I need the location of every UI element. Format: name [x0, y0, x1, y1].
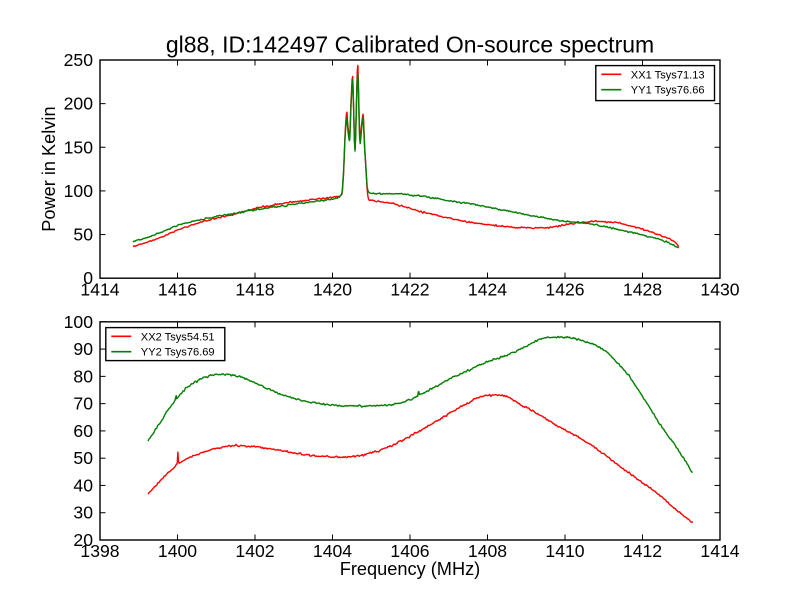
svg-text:1414: 1414 — [700, 541, 739, 561]
svg-text:1422: 1422 — [390, 279, 429, 299]
svg-text:90: 90 — [73, 339, 93, 359]
svg-text:30: 30 — [73, 503, 93, 523]
svg-text:0: 0 — [83, 268, 93, 288]
svg-text:60: 60 — [73, 421, 93, 441]
svg-text:1416: 1416 — [158, 279, 197, 299]
svg-text:100: 100 — [64, 312, 94, 332]
svg-text:70: 70 — [73, 394, 93, 414]
svg-text:gl88, ID:142497 Calibrated On-: gl88, ID:142497 Calibrated On-source spe… — [166, 32, 654, 58]
svg-text:1398: 1398 — [80, 541, 119, 561]
svg-text:YY2 Tsys76.69: YY2 Tsys76.69 — [141, 347, 215, 359]
svg-text:1426: 1426 — [545, 279, 584, 299]
svg-text:250: 250 — [64, 50, 94, 70]
svg-text:1410: 1410 — [545, 541, 584, 561]
svg-text:150: 150 — [64, 137, 94, 157]
svg-text:1418: 1418 — [235, 279, 274, 299]
svg-text:1424: 1424 — [468, 279, 507, 299]
svg-text:YY1 Tsys76.66: YY1 Tsys76.66 — [631, 85, 705, 97]
svg-text:1404: 1404 — [313, 541, 352, 561]
svg-text:1408: 1408 — [468, 541, 507, 561]
svg-text:1428: 1428 — [623, 279, 662, 299]
svg-text:40: 40 — [73, 476, 93, 496]
svg-text:50: 50 — [73, 448, 93, 468]
svg-text:1402: 1402 — [235, 541, 274, 561]
svg-text:XX1 Tsys71.13: XX1 Tsys71.13 — [631, 69, 705, 81]
svg-text:1414: 1414 — [80, 279, 119, 299]
svg-text:Power in Kelvin: Power in Kelvin — [39, 106, 59, 231]
svg-text:50: 50 — [73, 225, 93, 245]
svg-text:Frequency (MHz): Frequency (MHz) — [340, 559, 480, 579]
svg-text:1420: 1420 — [313, 279, 352, 299]
svg-text:1406: 1406 — [390, 541, 429, 561]
svg-text:1400: 1400 — [158, 541, 197, 561]
svg-text:100: 100 — [64, 181, 94, 201]
svg-text:XX2 Tsys54.51: XX2 Tsys54.51 — [141, 331, 215, 343]
svg-text:1430: 1430 — [700, 279, 739, 299]
svg-text:1412: 1412 — [623, 541, 662, 561]
svg-text:200: 200 — [64, 94, 94, 114]
svg-text:20: 20 — [73, 530, 93, 550]
svg-text:80: 80 — [73, 366, 93, 386]
